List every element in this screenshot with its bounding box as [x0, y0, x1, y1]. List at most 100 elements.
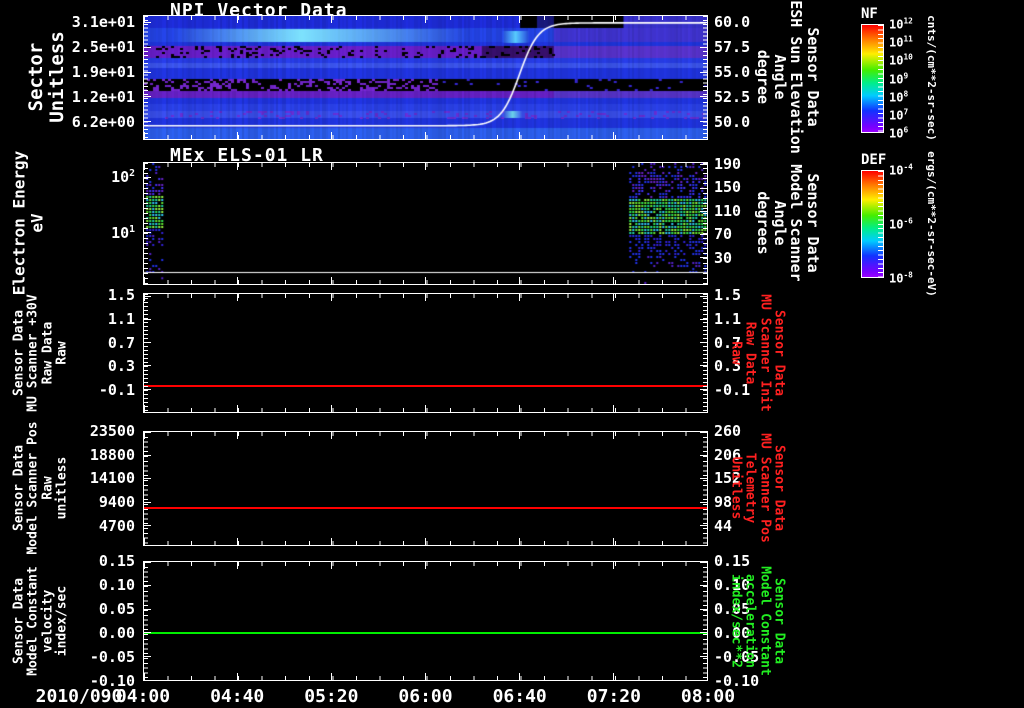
tick-label: 50.0	[714, 113, 751, 131]
def-colorbar-label: DEF	[861, 152, 887, 168]
major-tick	[144, 342, 151, 344]
tick-label: 3.1e+01	[71, 13, 135, 31]
panel3-plot-area	[143, 293, 708, 413]
major-tick	[700, 585, 707, 587]
major-tick	[700, 187, 707, 189]
minor-ticks	[144, 163, 148, 284]
tick-label: 70	[714, 225, 733, 244]
major-tick	[700, 210, 707, 212]
major-tick	[706, 16, 708, 23]
major-tick	[700, 524, 707, 526]
tick-label: -0.05	[714, 648, 760, 666]
major-tick	[237, 538, 239, 545]
major-tick	[331, 432, 333, 439]
tick-label: 110	[714, 201, 742, 220]
panel1-ylabel: Sector Unitless	[25, 31, 68, 123]
major-tick	[518, 16, 520, 23]
minor-ticks	[144, 16, 148, 139]
major-tick	[143, 294, 145, 301]
major-tick	[612, 405, 614, 412]
tick-label: 10-8	[889, 270, 913, 286]
major-tick	[612, 562, 614, 569]
major-tick	[144, 71, 151, 73]
major-tick	[612, 277, 614, 284]
major-tick	[143, 562, 145, 569]
def-colorbar-gradient	[862, 171, 883, 277]
tick-label: 0.00	[98, 624, 135, 642]
tick-label: 109	[889, 71, 909, 86]
major-tick	[425, 432, 426, 439]
major-tick	[518, 277, 520, 284]
major-tick	[237, 673, 239, 680]
x-tick-label: 06:00	[398, 686, 453, 707]
tick-label: 1.1	[107, 309, 135, 328]
major-tick	[706, 673, 708, 680]
panel2-right-tick-labels: 190 150 110 70 30	[712, 155, 782, 285]
tick-label: 1.5	[107, 286, 135, 305]
major-tick	[425, 538, 426, 545]
major-tick	[144, 632, 151, 634]
tick-label: 0.7	[714, 333, 742, 352]
major-tick	[144, 655, 151, 657]
minor-ticks	[703, 163, 707, 284]
tick-label: 52.5	[714, 88, 751, 106]
tick-label: 1.9e+01	[71, 63, 135, 81]
panel1-right-tick-labels: 60.0 57.5 55.0 52.5 50.0	[712, 13, 782, 140]
major-tick	[518, 405, 520, 412]
major-tick	[700, 22, 707, 24]
major-tick	[700, 164, 707, 166]
x-tick-label: 04:40	[210, 686, 265, 707]
major-tick	[518, 294, 520, 301]
major-tick	[237, 405, 239, 412]
tick-label: 0.7	[107, 333, 135, 352]
x-tick-label: 06:40	[492, 686, 547, 707]
tick-label: 2.5e+01	[71, 38, 135, 56]
tick-label: 14100	[89, 469, 135, 488]
major-tick	[144, 608, 151, 610]
nf-colorbar	[861, 24, 884, 133]
tick-label: 1010	[889, 52, 913, 68]
major-tick	[331, 562, 333, 569]
minor-ticks	[144, 294, 148, 412]
tick-label: 260	[714, 422, 742, 440]
major-tick	[700, 96, 707, 98]
tick-label: 0.3	[107, 357, 135, 376]
tick-label: 98	[714, 493, 733, 512]
panel5-left-tick-labels: 0.15 0.10 0.05 0.00 -0.05 -0.10	[0, 552, 138, 690]
major-tick	[425, 16, 426, 23]
major-tick	[143, 16, 145, 23]
tick-label: 4700	[98, 516, 135, 535]
major-tick	[331, 294, 333, 301]
tick-label: 0.3	[714, 357, 742, 376]
major-tick	[700, 46, 707, 48]
major-tick	[143, 132, 145, 139]
major-tick	[706, 538, 708, 545]
major-tick	[331, 132, 333, 139]
major-tick	[425, 294, 426, 301]
major-tick	[700, 388, 707, 390]
major-tick	[425, 405, 426, 412]
nf-colorbar-label: NF	[861, 6, 878, 22]
tick-label: -0.10	[89, 672, 135, 690]
tick-label: 18800	[89, 445, 135, 464]
major-tick	[237, 132, 239, 139]
tick-label: -0.10	[714, 672, 760, 690]
major-tick	[144, 388, 151, 390]
major-tick	[237, 432, 239, 439]
major-tick	[237, 277, 239, 284]
major-tick	[700, 342, 707, 344]
tick-label: 10-6	[889, 216, 913, 232]
x-tick-label: 04:00	[115, 686, 171, 707]
major-tick	[331, 405, 333, 412]
panel3-right-label: Sensor Data MU Scanner Init Raw Data Raw	[728, 294, 787, 412]
tick-label: 57.5	[714, 38, 751, 56]
tick-label: 10-4	[889, 162, 913, 178]
major-tick	[331, 538, 333, 545]
major-tick	[331, 16, 333, 23]
panel4-right-tick-labels: 260 206 152 98 44	[712, 422, 782, 546]
tick-label: 0.15	[714, 552, 751, 570]
major-tick	[700, 561, 707, 563]
def-colorbar-units: ergs/(cm**2-sr-sec-eV)	[925, 151, 939, 297]
panel2-plot-area	[143, 162, 708, 285]
